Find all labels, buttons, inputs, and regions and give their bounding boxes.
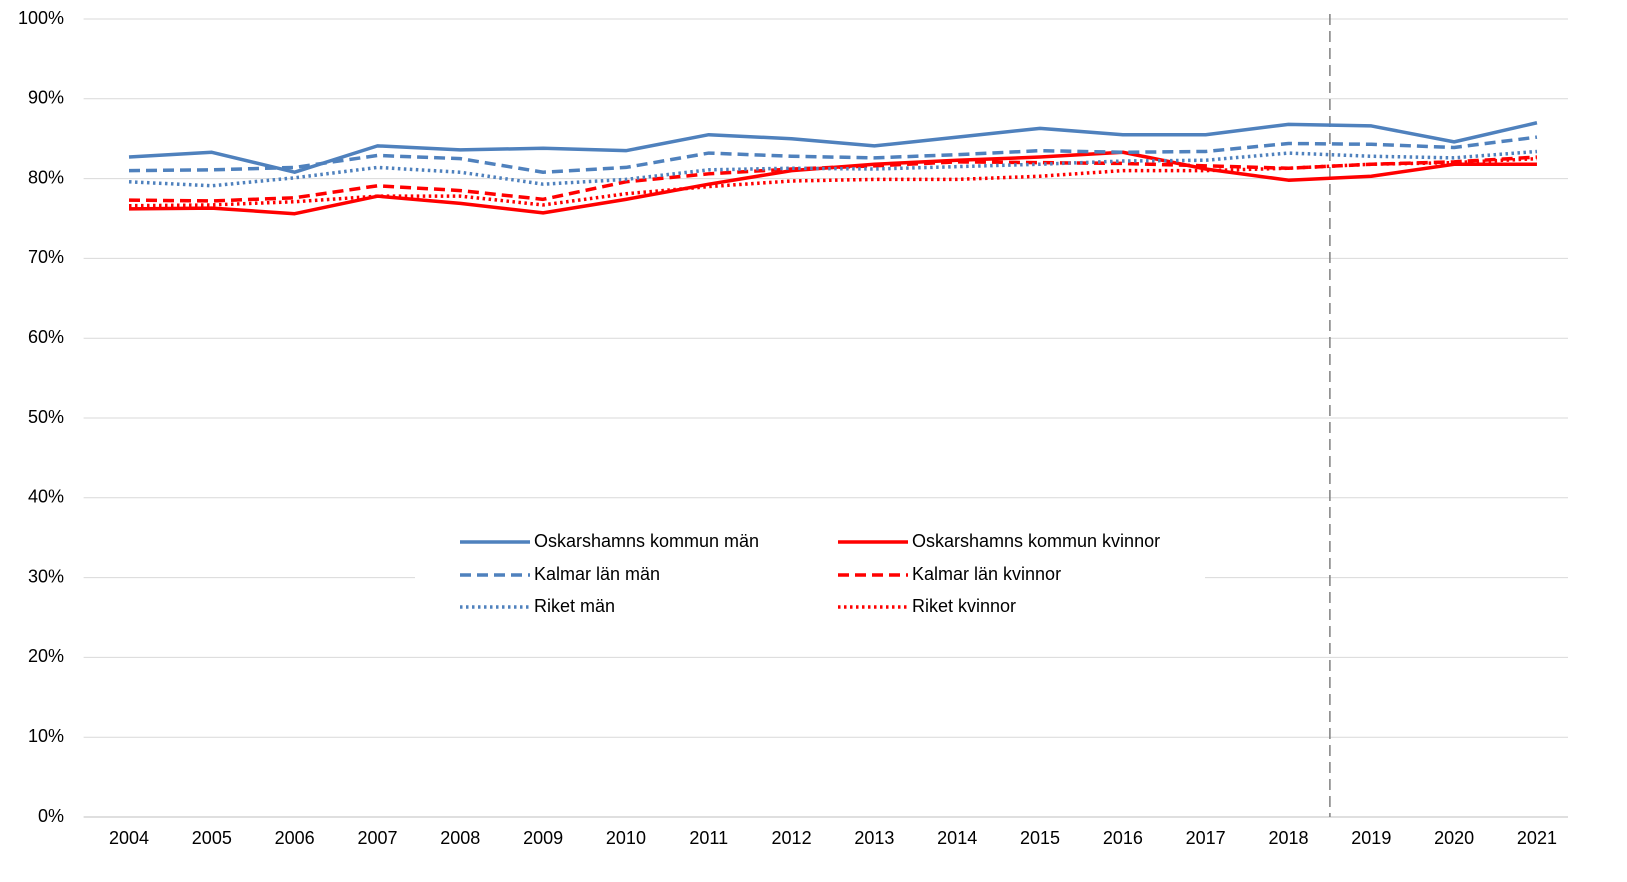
y-tick-label: 50% <box>28 407 64 427</box>
legend-label: Riket kvinnor <box>912 596 1016 616</box>
x-tick-label: 2016 <box>1103 828 1143 848</box>
x-tick-label: 2019 <box>1351 828 1391 848</box>
y-tick-label: 60% <box>28 327 64 347</box>
x-tick-label: 2005 <box>192 828 232 848</box>
y-tick-label: 100% <box>18 8 64 28</box>
x-tick-label: 2011 <box>689 828 728 848</box>
x-tick-label: 2015 <box>1020 828 1060 848</box>
legend-label: Kalmar län män <box>534 564 660 584</box>
series-line <box>128 121 1538 174</box>
y-tick-label: 10% <box>28 726 64 746</box>
y-tick-label: 0% <box>38 806 64 826</box>
legend: Oskarshamns kommun män Oskarshamns kommun… <box>415 525 1205 625</box>
y-tick-label: 90% <box>28 88 64 108</box>
y-tick-label: 40% <box>28 487 64 507</box>
x-tick-label: 2009 <box>523 828 563 848</box>
y-tick-label: 70% <box>28 247 64 267</box>
x-tick-label: 2004 <box>109 828 149 848</box>
series-line <box>128 149 1538 188</box>
x-tick-label: 2012 <box>772 828 812 848</box>
y-tick-label: 80% <box>28 167 64 187</box>
series-line <box>128 155 1538 203</box>
legend-label: Oskarshamns kommun män <box>534 531 759 551</box>
series-line <box>128 135 1538 174</box>
y-tick-label: 20% <box>28 646 64 666</box>
series-line <box>128 156 1538 208</box>
x-tick-label: 2013 <box>854 828 894 848</box>
x-tick-label: 2020 <box>1434 828 1474 848</box>
x-tick-label: 2021 <box>1517 828 1557 848</box>
legend-label: Riket män <box>534 596 615 616</box>
x-tick-label: 2008 <box>440 828 480 848</box>
x-tick-label: 2018 <box>1268 828 1308 848</box>
legend-label: Oskarshamns kommun kvinnor <box>912 531 1160 551</box>
x-tick-label: 2010 <box>606 828 646 848</box>
legend-background <box>415 525 1205 625</box>
x-tick-label: 2007 <box>357 828 397 848</box>
legend-label: Kalmar län kvinnor <box>912 564 1061 584</box>
x-tick-label: 2017 <box>1186 828 1226 848</box>
x-tick-label: 2014 <box>937 828 977 848</box>
y-tick-label: 30% <box>28 566 64 586</box>
x-tick-label: 2006 <box>275 828 315 848</box>
